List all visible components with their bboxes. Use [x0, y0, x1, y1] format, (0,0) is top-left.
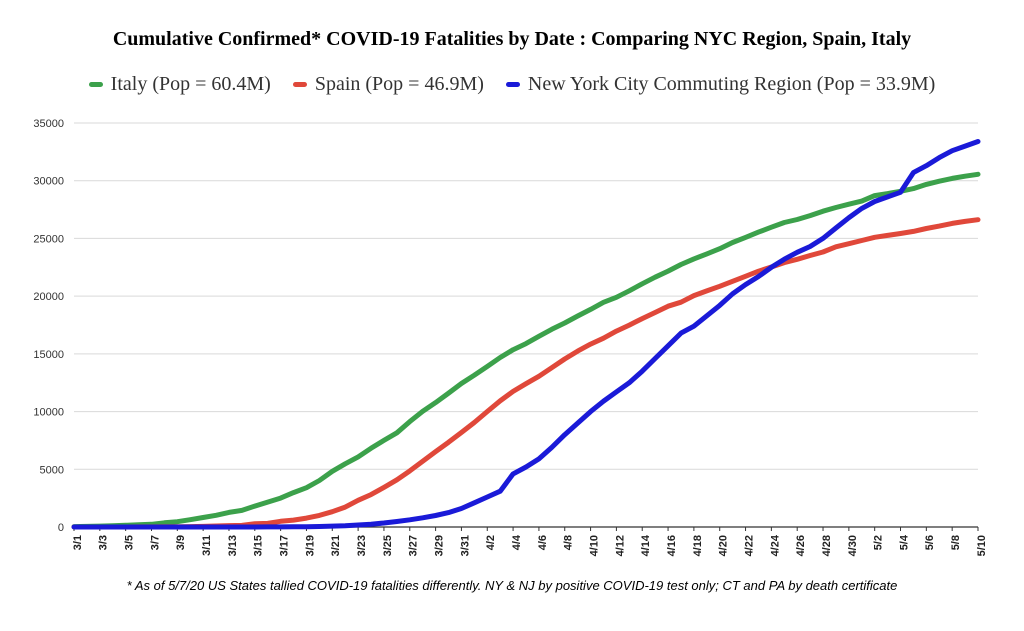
x-tick-label: 3/21: [330, 535, 342, 556]
x-tick-label: 3/13: [227, 535, 239, 556]
x-tick-label: 4/2: [485, 535, 497, 550]
series-line-italy: [71, 171, 981, 530]
x-tick-label: 4/24: [769, 534, 781, 556]
x-tick-label: 5/2: [873, 535, 885, 550]
legend-label-italy: Italy (Pop = 60.4M): [110, 73, 271, 95]
x-tick-label: 4/30: [847, 535, 859, 556]
x-tick-label: 3/17: [279, 535, 291, 556]
x-tick-label: 4/6: [537, 535, 549, 550]
x-tick-label: 4/8: [563, 535, 575, 550]
x-tick-label: 5/8: [950, 535, 962, 550]
x-tick-label: 4/18: [692, 535, 704, 556]
y-tick-label: 35000: [33, 118, 64, 130]
y-axis-ticks: 0 5000 10000 15000 20000 25000 30000 35000: [33, 118, 64, 534]
legend-label-nyc: New York City Commuting Region (Pop = 33…: [527, 73, 936, 95]
x-tick-label: 3/23: [356, 535, 368, 556]
chart-title: Cumulative Confirmed* COVID-19 Fatalitie…: [112, 28, 912, 50]
x-tick-label: 4/22: [743, 535, 755, 556]
x-tick-label: 3/29: [434, 535, 446, 556]
x-tick-label: 4/20: [718, 535, 730, 556]
x-tick-label: 4/12: [614, 535, 626, 556]
x-tick-label: 4/10: [588, 535, 600, 556]
legend-swatch-nyc: [505, 82, 520, 87]
footnote: * As of 5/7/20 US States tallied COVID-1…: [126, 578, 898, 593]
legend-swatch-italy: [88, 82, 103, 87]
series-lines: [71, 139, 981, 530]
x-tick-label: 4/14: [640, 534, 652, 556]
y-tick-label: 5000: [40, 464, 64, 476]
x-tick-label: 3/31: [459, 535, 471, 556]
x-tick-label: 3/19: [304, 535, 316, 556]
y-tick-label: 30000: [33, 176, 64, 188]
grid-lines: [74, 122, 978, 528]
y-tick-label: 20000: [33, 291, 64, 303]
x-tick-label: 3/3: [98, 535, 110, 550]
x-tick-label: 5/4: [898, 534, 910, 550]
x-tick-label: 3/27: [408, 535, 420, 556]
x-tick-label: 3/15: [253, 535, 265, 556]
series-line-nyc: [71, 139, 981, 530]
series-line-spain: [71, 217, 981, 530]
legend-swatch-spain: [292, 82, 307, 87]
x-axis-ticks: 3/1 3/3 3/5 3/7 3/9 3/11 3/13 3/15 3/17 3/19 3/21 3…: [72, 527, 988, 556]
y-tick-label: 25000: [33, 233, 64, 245]
x-tick-label: 4/28: [821, 535, 833, 556]
y-tick-label: 15000: [33, 349, 64, 361]
x-tick-label: 3/5: [124, 535, 136, 550]
x-tick-label: 3/11: [201, 535, 213, 556]
x-tick-label: 3/1: [72, 535, 84, 550]
x-tick-label: 3/25: [382, 535, 394, 556]
chart-legend: Italy (Pop = 60.4M) Spain (Pop = 46.9M) …: [0, 73, 1024, 96]
x-tick-label: 4/16: [666, 535, 678, 556]
legend-item-nyc: New York City Commuting Region (Pop = 33…: [505, 73, 936, 96]
legend-item-spain: Spain (Pop = 46.9M): [292, 73, 484, 96]
legend-item-italy: Italy (Pop = 60.4M): [88, 73, 271, 96]
x-tick-label: 5/6: [924, 535, 936, 550]
x-tick-label: 3/7: [149, 535, 161, 550]
x-tick-label: 4/26: [795, 535, 807, 556]
x-tick-label: 3/9: [175, 535, 187, 550]
x-tick-label: 5/10: [976, 535, 988, 556]
y-tick-label: 10000: [33, 407, 64, 419]
legend-label-spain: Spain (Pop = 46.9M): [314, 73, 484, 95]
x-tick-label: 4/4: [511, 534, 523, 550]
y-tick-label: 0: [58, 522, 64, 534]
